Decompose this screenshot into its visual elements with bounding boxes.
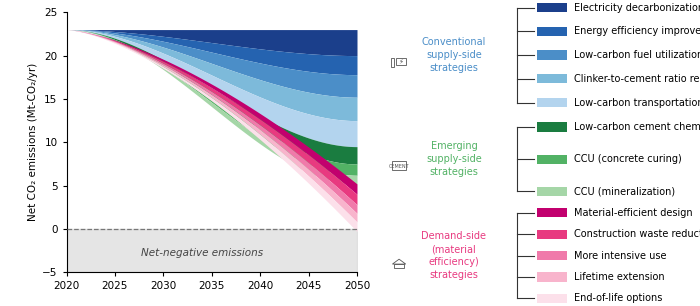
Bar: [537, 122, 567, 132]
Text: CCU (concrete curing): CCU (concrete curing): [574, 154, 681, 164]
Text: Emerging
supply-side
strategies: Emerging supply-side strategies: [426, 141, 482, 177]
Bar: [537, 50, 567, 60]
Bar: [537, 27, 567, 36]
Text: Net-negative emissions: Net-negative emissions: [141, 248, 263, 258]
Bar: [537, 98, 567, 107]
Text: Low-carbon cement chemistries: Low-carbon cement chemistries: [574, 122, 700, 132]
Text: CEMENT: CEMENT: [389, 164, 410, 169]
Text: Low-carbon transportation: Low-carbon transportation: [574, 98, 700, 107]
Text: Material-efficient design: Material-efficient design: [574, 208, 692, 218]
Bar: [537, 208, 567, 217]
Bar: [537, 155, 567, 164]
Bar: [537, 272, 567, 282]
Text: More intensive use: More intensive use: [574, 251, 666, 260]
Bar: [537, 74, 567, 83]
Text: ⚡: ⚡: [398, 59, 403, 65]
Bar: [537, 251, 567, 260]
Text: Low-carbon fuel utilization: Low-carbon fuel utilization: [574, 50, 700, 60]
Text: CCU (mineralization): CCU (mineralization): [574, 186, 675, 196]
Text: Electricity decarbonization: Electricity decarbonization: [574, 3, 700, 13]
Bar: [537, 294, 567, 303]
Y-axis label: Net CO₂ emissions (Mt-CO₂/yr): Net CO₂ emissions (Mt-CO₂/yr): [28, 63, 38, 222]
Text: End-of-life options: End-of-life options: [574, 293, 662, 303]
Text: Clinker-to-cement ratio reduction: Clinker-to-cement ratio reduction: [574, 74, 700, 84]
Bar: [393, 161, 406, 170]
Bar: [537, 3, 567, 12]
Bar: [396, 58, 406, 65]
Text: Construction waste reduction: Construction waste reduction: [574, 229, 700, 239]
Bar: [394, 264, 404, 268]
Text: Energy efficiency improvement: Energy efficiency improvement: [574, 26, 700, 36]
Text: Conventional
supply-side
strategies: Conventional supply-side strategies: [422, 37, 486, 73]
Bar: [391, 58, 394, 67]
Text: Demand-side
(material
efficiency)
strategies: Demand-side (material efficiency) strate…: [421, 231, 486, 280]
Bar: [537, 187, 567, 196]
Text: Lifetime extension: Lifetime extension: [574, 272, 664, 282]
Bar: [537, 230, 567, 239]
